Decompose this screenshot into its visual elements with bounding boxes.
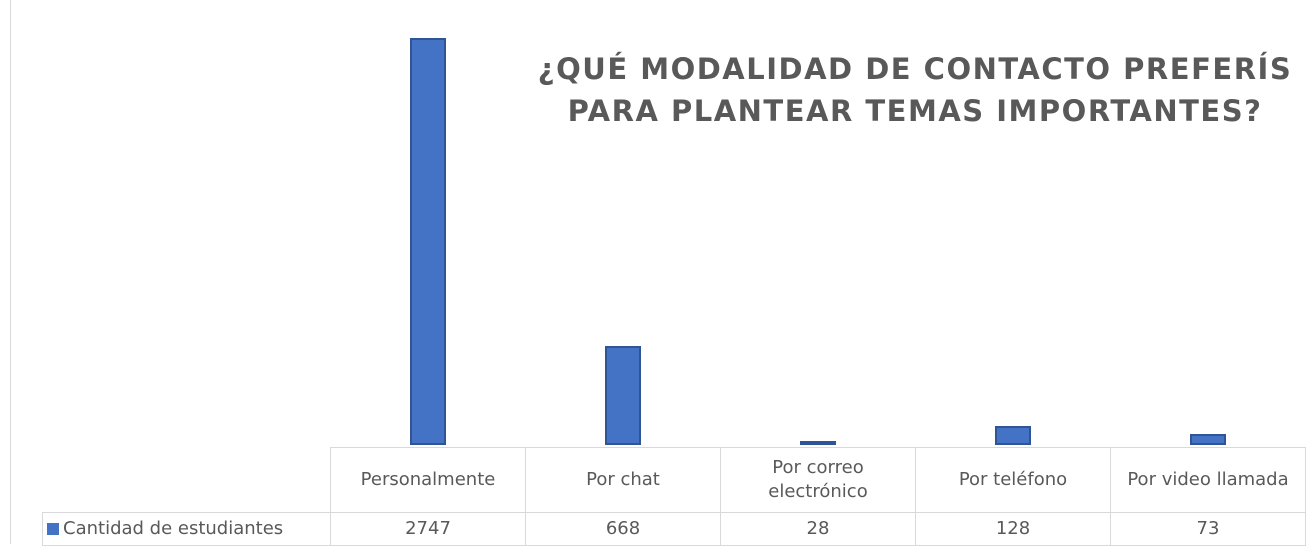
chart-border [10,0,11,544]
value-cell: 668 [525,512,721,546]
category-cell: Por chat [525,447,721,513]
legend-cell: Cantidad de estudiantes [42,512,331,546]
chart-title: ¿QUÉ MODALIDAD DE CONTACTO PREFERÍS PARA… [537,52,1293,128]
bar [409,38,446,445]
legend-label: Cantidad de estudiantes [63,518,284,539]
value-cell: 128 [915,512,1111,546]
bar [604,346,641,445]
legend-key [47,523,59,535]
category-cell: Personalmente [330,447,526,513]
category-cell: Por teléfono [915,447,1111,513]
bar [994,426,1031,445]
value-cell: 2747 [330,512,526,546]
bar [799,440,836,445]
category-cell: Por video llamada [1110,447,1306,513]
category-cell: Por correo electrónico [720,447,916,513]
bar [1189,434,1226,445]
value-cell: 73 [1110,512,1306,546]
value-cell: 28 [720,512,916,546]
